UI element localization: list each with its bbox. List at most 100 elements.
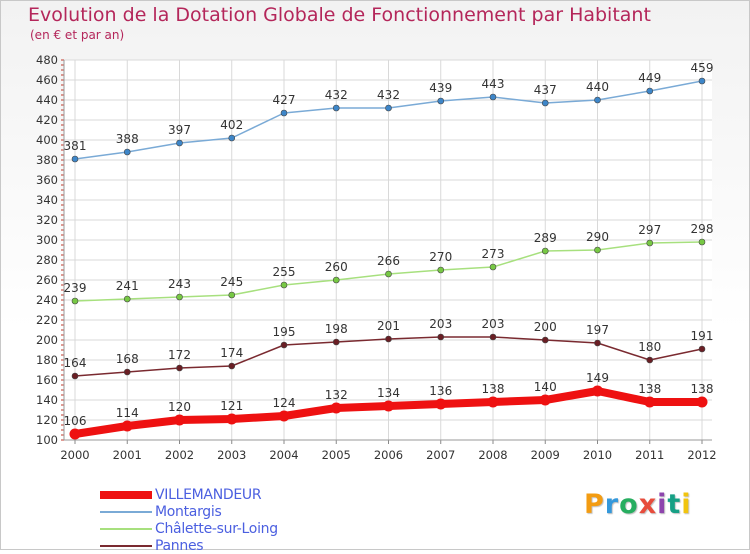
data-label: 138 (638, 382, 661, 396)
legend-item: VILLEMANDEUR (100, 486, 278, 503)
data-label: 197 (586, 323, 609, 337)
legend-swatch (100, 510, 152, 513)
data-point (71, 372, 79, 380)
proxiti-logo: Proxiti (584, 489, 692, 520)
data-label: 270 (429, 250, 452, 264)
x-tick-label: 2001 (113, 448, 142, 462)
data-point (489, 263, 497, 271)
data-label: 180 (638, 340, 661, 354)
data-label: 106 (64, 414, 87, 428)
y-tick-label: 300 (36, 233, 58, 247)
data-point (698, 238, 706, 246)
data-point (435, 398, 447, 410)
data-point (489, 333, 497, 341)
legend-swatch (100, 527, 152, 530)
data-point (541, 247, 549, 255)
data-point (176, 139, 183, 147)
data-point (71, 155, 79, 163)
data-point (332, 276, 340, 284)
y-tick-label: 120 (36, 413, 58, 427)
data-label: 388 (116, 132, 139, 146)
data-point (228, 291, 236, 299)
data-label: 121 (220, 399, 243, 413)
legend-item: Pannes (100, 537, 278, 554)
data-point (332, 104, 340, 112)
legend-label: VILLEMANDEUR (155, 486, 262, 503)
data-label: 201 (377, 319, 400, 333)
data-label: 273 (482, 247, 505, 261)
y-tick-label: 480 (36, 53, 58, 67)
data-point (696, 396, 708, 408)
data-label: 243 (168, 277, 191, 291)
y-tick-label: 320 (36, 213, 58, 227)
data-point (69, 428, 81, 440)
data-label: 439 (429, 81, 452, 95)
data-label: 120 (168, 400, 191, 414)
data-label: 397 (168, 123, 191, 137)
data-point (226, 413, 238, 425)
data-label: 239 (64, 281, 87, 295)
data-label: 432 (325, 88, 348, 102)
logo-letter: r (604, 489, 620, 520)
y-tick-label: 180 (36, 353, 58, 367)
data-label: 289 (534, 231, 557, 245)
data-point (594, 339, 601, 347)
logo-letter: x (638, 489, 658, 520)
data-label: 402 (220, 118, 243, 132)
data-label: 114 (116, 406, 139, 420)
data-label: 432 (377, 88, 400, 102)
y-tick-label: 220 (36, 313, 58, 327)
data-label: 203 (482, 317, 505, 331)
data-point (332, 338, 340, 346)
data-point (487, 396, 499, 408)
data-point (489, 93, 497, 101)
data-point (592, 385, 603, 397)
data-label: 195 (273, 325, 296, 339)
data-point (228, 362, 236, 370)
data-point (330, 402, 342, 414)
logo-letter: o (619, 489, 639, 520)
data-label: 241 (116, 279, 139, 293)
data-label: 437 (534, 83, 557, 97)
y-tick-label: 100 (36, 433, 58, 447)
data-label: 174 (220, 346, 243, 360)
legend-item: Châlette-sur-Loing (100, 520, 278, 537)
data-label: 172 (168, 348, 191, 362)
logo-letter: P (584, 489, 605, 520)
data-point (541, 99, 549, 107)
x-tick-label: 2009 (531, 448, 560, 462)
data-point (698, 77, 706, 85)
y-tick-label: 140 (36, 393, 58, 407)
data-point (123, 148, 131, 156)
x-tick-label: 2005 (322, 448, 351, 462)
x-tick-label: 2010 (583, 448, 612, 462)
data-point (646, 239, 654, 247)
data-label: 245 (220, 275, 243, 289)
data-point (121, 420, 133, 432)
data-label: 297 (638, 223, 661, 237)
data-point (280, 109, 288, 117)
chart-subtitle: (en € et par an) (30, 28, 125, 42)
legend-item: Montargis (100, 503, 278, 520)
data-point (71, 297, 79, 305)
data-label: 290 (586, 230, 609, 244)
chart-title: Evolution de la Dotation Globale de Fonc… (28, 4, 651, 26)
data-label: 164 (64, 356, 87, 370)
data-label: 449 (638, 71, 661, 85)
legend: VILLEMANDEUR Montargis Châlette-sur-Loing P… (100, 486, 278, 554)
y-tick-label: 420 (36, 113, 58, 127)
y-tick-label: 200 (36, 333, 58, 347)
data-label: 200 (534, 320, 557, 334)
data-point (539, 394, 551, 406)
y-tick-label: 280 (36, 253, 58, 267)
y-tick-label: 260 (36, 273, 58, 287)
legend-swatch (100, 490, 152, 499)
y-tick-label: 380 (36, 153, 58, 167)
data-point (383, 400, 394, 412)
data-point (437, 97, 445, 105)
logo-letter: t (667, 489, 682, 520)
y-tick-label: 360 (36, 173, 58, 187)
data-point (385, 270, 392, 278)
y-tick-label: 340 (36, 193, 58, 207)
